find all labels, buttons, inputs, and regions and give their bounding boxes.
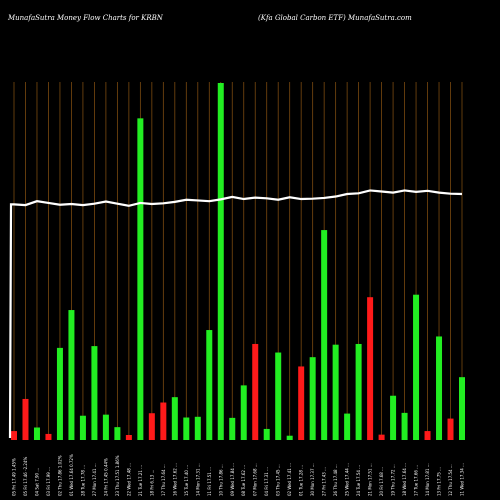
x-tick-label: 27 Mon 17.41 ... bbox=[92, 463, 97, 496]
x-tick-label: 24 Fri 17.45 0.44% bbox=[103, 458, 108, 496]
bar bbox=[459, 377, 465, 440]
x-tick-label: 02 Wed 17.41 ... bbox=[287, 463, 292, 496]
x-tick-label: 11 Wed 17.34 ... bbox=[460, 463, 465, 496]
x-tick-label: 10 Thu 17.86 ... bbox=[218, 464, 223, 496]
x-tick-label: 19 Thu 17.72 ... bbox=[391, 464, 396, 496]
x-tick-label: 17 Tue 17.66 ... bbox=[414, 465, 419, 496]
bar bbox=[355, 343, 362, 440]
chart-title-right: (Kfa Global Carbon ETF) MunafaSutra.com bbox=[258, 14, 412, 22]
bar bbox=[344, 413, 351, 440]
x-tick-label: 27 Fri 17.43 ... bbox=[322, 467, 327, 496]
bar bbox=[275, 352, 282, 440]
bar bbox=[206, 330, 213, 440]
chart-title-left: MunafaSutra Money Flow Charts for KRBN bbox=[8, 14, 163, 22]
x-tick-label: 03 Fri 17.99 ... bbox=[46, 467, 51, 496]
x-tick-label: 02 Thu 17.86 1.02% bbox=[57, 455, 62, 496]
bar bbox=[22, 398, 29, 440]
x-tick-label: 20 Fri 17.68 ... bbox=[379, 467, 384, 496]
x-tick-label: 25 Wed 17.44 ... bbox=[345, 463, 350, 496]
bar bbox=[137, 118, 144, 440]
bar bbox=[378, 434, 385, 440]
bar bbox=[413, 294, 420, 440]
x-tick-label: 21 Tue 17.21 ... bbox=[138, 465, 143, 496]
x-tick-label: 26 Thu 17.48 ... bbox=[333, 464, 338, 496]
x-tick-label: 18 Fri 6.13 ... bbox=[149, 470, 154, 496]
bar bbox=[68, 310, 75, 440]
x-tick-label: 30 Mon 17.37 ... bbox=[310, 463, 315, 496]
x-tick-label: 05 Fri 17.49 1.45% bbox=[12, 458, 17, 496]
bar bbox=[424, 431, 431, 440]
x-tick-label: 22 Wed 17.48 ... bbox=[126, 463, 131, 496]
bar bbox=[33, 427, 40, 440]
bar bbox=[309, 357, 316, 440]
bar bbox=[171, 397, 178, 440]
bar bbox=[79, 415, 86, 440]
x-axis-labels: 05 Fri 17.49 1.45% 05 Fri 17.46 -2.24% 04 … bbox=[12, 454, 465, 496]
bar bbox=[447, 418, 454, 440]
x-tick-label: 08 Tue 17.62 ... bbox=[241, 465, 246, 496]
x-tick-label: 28 Tue 17.78 ... bbox=[80, 465, 85, 496]
bar bbox=[436, 336, 443, 440]
x-tick-label: 24 Tue 17.54 ... bbox=[356, 465, 361, 496]
price-line bbox=[8, 189, 463, 439]
bar bbox=[45, 433, 52, 440]
x-tick-label: 03 Thu 17.45 ... bbox=[276, 464, 281, 496]
x-tick-label: 14 Mon 17.81 ... bbox=[425, 463, 430, 496]
bar bbox=[194, 416, 201, 440]
bar bbox=[229, 417, 236, 440]
x-tick-label: 13 Fri 17.75 ... bbox=[437, 467, 442, 496]
bar bbox=[401, 412, 408, 440]
x-tick-label: 16 Wed 17.62 ... bbox=[172, 463, 177, 496]
bar-series bbox=[11, 83, 465, 440]
bar bbox=[252, 343, 259, 440]
bar bbox=[160, 402, 167, 440]
x-tick-label: 04 Fri 17.31 ... bbox=[264, 467, 269, 496]
x-tick-label: 09 Wed 17.84 ... bbox=[230, 463, 235, 496]
bar bbox=[298, 366, 305, 440]
x-tick-label: 14 Mon 17.31 ... bbox=[195, 463, 200, 496]
bar bbox=[183, 417, 190, 440]
bar bbox=[367, 297, 374, 440]
x-tick-label: 05 Fri 17.46 -2.24% bbox=[23, 457, 28, 496]
x-tick-label: 11 Fri 17.51 ... bbox=[207, 467, 212, 496]
x-tick-label: 04 Sat 7.90 ... bbox=[34, 468, 39, 496]
bar bbox=[114, 427, 121, 440]
bar bbox=[125, 435, 132, 440]
x-tick-label: 15 Tue 17.40 ... bbox=[184, 465, 189, 496]
gridlines bbox=[13, 82, 463, 440]
bar bbox=[91, 346, 98, 440]
x-tick-label: 18 Wed 17.64 ... bbox=[402, 463, 407, 496]
bar bbox=[263, 428, 270, 440]
bar bbox=[286, 435, 293, 440]
bar bbox=[11, 431, 17, 440]
bar bbox=[390, 395, 397, 440]
x-tick-label: 07 Mon 17.68 ... bbox=[253, 463, 258, 496]
bar bbox=[148, 413, 155, 440]
x-tick-label: 12 Thu 17.54 ... bbox=[448, 464, 453, 496]
x-tick-label: 01 Wed 17.64 0.72% bbox=[69, 454, 74, 496]
bar bbox=[240, 385, 247, 440]
bar bbox=[321, 230, 328, 440]
bar bbox=[332, 344, 339, 440]
x-tick-label: 01 Tue 17.28 ... bbox=[299, 465, 304, 496]
x-tick-label: 23 Thu 17.51 1.86% bbox=[115, 455, 120, 496]
x-tick-label: 17 Thu 17.64 ... bbox=[161, 464, 166, 496]
bar bbox=[102, 414, 109, 440]
x-tick-label: 21 Mon 17.51 ... bbox=[368, 463, 373, 496]
bar bbox=[217, 83, 224, 440]
bar bbox=[56, 347, 63, 440]
